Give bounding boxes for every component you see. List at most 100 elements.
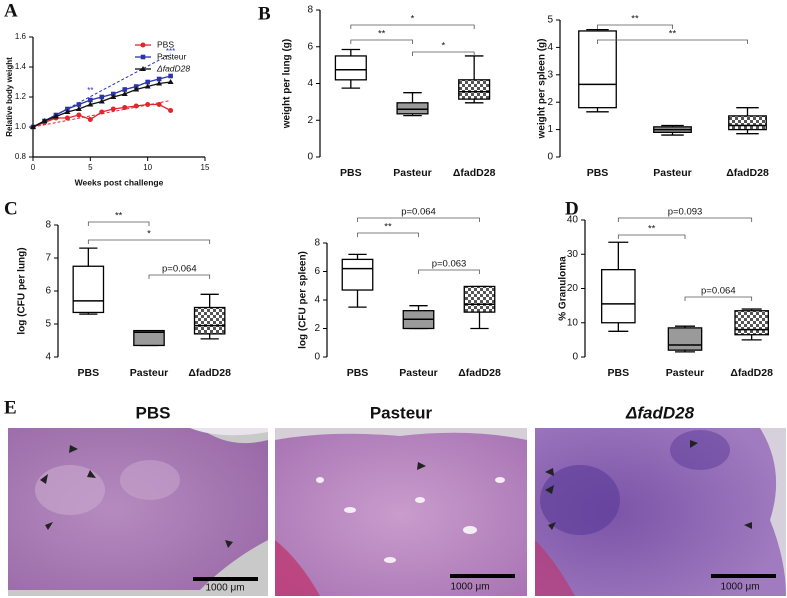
x-tick-label: 0 <box>31 163 36 172</box>
y-tick-label: 7 <box>45 253 51 264</box>
y-tick-label: 8 <box>307 5 313 16</box>
point <box>168 73 173 79</box>
point <box>99 109 105 115</box>
box <box>334 55 367 81</box>
legend-label: PBS <box>157 39 174 49</box>
point <box>156 102 162 107</box>
micrograph: 1000 μm ΔfadD28 <box>535 403 786 596</box>
point <box>76 112 82 118</box>
box <box>463 285 496 313</box>
point <box>99 94 105 100</box>
x-tick-label: 5 <box>88 163 93 172</box>
significance-label: ** <box>115 211 123 222</box>
box <box>734 310 769 336</box>
panel-letter: C <box>4 198 18 219</box>
x-tick-label: Pasteur <box>130 367 169 379</box>
significance-bracket <box>684 296 753 301</box>
x-tick-label: ΔfadD28 <box>188 367 231 379</box>
annotation: ** <box>87 86 93 95</box>
box <box>578 30 617 109</box>
panel-letter: A <box>4 0 18 21</box>
y-tick-label: 30 <box>567 249 579 260</box>
point <box>75 106 82 111</box>
significance-bracket <box>617 217 753 222</box>
significance-label: p=0.064 <box>701 286 736 297</box>
x-tick-label: PBS <box>608 367 630 379</box>
x-tick-label: 15 <box>201 163 210 172</box>
x-tick-label: Pasteur <box>666 367 705 379</box>
x-tick-label: ΔfadD28 <box>458 367 501 379</box>
point <box>64 109 71 114</box>
x-tick-label: 10 <box>143 163 152 172</box>
y-tick-label: 0 <box>547 152 553 163</box>
box <box>667 327 703 351</box>
point <box>88 97 93 103</box>
x-tick-label: PBS <box>78 367 100 379</box>
significance-label: ** <box>384 222 392 233</box>
scale-bar-label: 1000 μm <box>720 582 759 593</box>
micrograph-title: Pasteur <box>370 403 433 422</box>
y-tick-label: 8 <box>314 238 320 249</box>
y-tick-label: 40 <box>567 215 579 226</box>
point <box>168 108 174 113</box>
legend-label: Pasteur <box>157 51 186 61</box>
y-tick-label: 1.0 <box>15 122 27 131</box>
legend-marker <box>140 66 146 71</box>
x-axis-label: Weeks post challenge <box>75 177 164 187</box>
y-tick-label: 6 <box>45 286 51 297</box>
box <box>601 269 636 324</box>
point <box>133 103 139 109</box>
box <box>341 258 374 291</box>
significance-bracket <box>357 232 419 237</box>
y-axis-label: Relative body weight <box>5 57 14 137</box>
significance-bracket <box>148 274 211 279</box>
y-axis-label: weight per spleen (g) <box>537 38 548 139</box>
significance-label: p=0.064 <box>162 264 197 275</box>
point <box>87 101 94 107</box>
y-tick-label: 5 <box>547 15 553 26</box>
y-axis-label: % Granuloma <box>558 256 569 321</box>
box <box>193 306 226 335</box>
y-tick-label: 1 <box>547 124 553 135</box>
y-tick-label: 0 <box>572 352 578 363</box>
legend-marker <box>140 54 146 60</box>
significance-bracket <box>357 217 480 222</box>
y-axis-label: log (CFU per lung) <box>17 247 28 334</box>
box <box>72 265 105 314</box>
y-tick-label: 4 <box>314 295 320 306</box>
significance-label: p=0.063 <box>432 259 467 270</box>
x-tick-label: Pasteur <box>653 167 692 179</box>
y-tick-label: 2 <box>547 97 553 108</box>
x-tick-label: PBS <box>340 167 362 179</box>
x-tick-label: ΔfadD28 <box>730 367 773 379</box>
y-tick-label: 6 <box>307 41 313 52</box>
y-tick-label: 4 <box>547 42 553 53</box>
point <box>121 91 128 96</box>
significance-label: p=0.064 <box>401 207 436 218</box>
box <box>458 79 491 100</box>
y-tick-label: 6 <box>314 266 320 277</box>
box <box>133 329 165 347</box>
point <box>98 98 105 104</box>
y-tick-label: 10 <box>567 317 579 328</box>
x-tick-label: ΔfadD28 <box>453 167 496 179</box>
significance-bracket <box>350 39 413 44</box>
y-tick-label: 0.8 <box>15 152 27 161</box>
significance-bracket <box>418 269 480 274</box>
point <box>156 80 163 86</box>
y-tick-label: 1.6 <box>15 32 27 41</box>
x-tick-label: Pasteur <box>399 367 438 379</box>
y-tick-label: 2 <box>314 323 320 334</box>
y-tick-label: 4 <box>307 78 313 89</box>
y-tick-label: 5 <box>45 319 51 330</box>
point <box>133 86 140 92</box>
y-axis-label: log (CFU per spleen) <box>298 251 309 349</box>
point <box>110 94 117 99</box>
y-tick-label: 2 <box>307 115 313 126</box>
y-tick-label: 1.4 <box>15 62 27 71</box>
significance-label: * <box>441 41 445 52</box>
y-tick-label: 3 <box>547 69 553 80</box>
significance-label: * <box>411 14 415 25</box>
significance-bracket <box>87 239 211 244</box>
